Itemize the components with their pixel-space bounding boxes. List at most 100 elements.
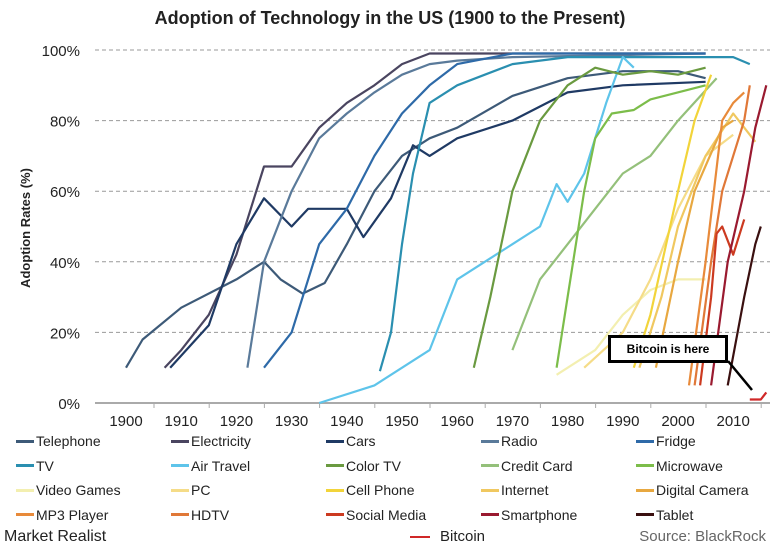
series-line-cell-phone [632, 74, 713, 369]
y-tick-label: 20% [50, 325, 80, 342]
legend-label: Cell Phone [346, 482, 415, 498]
legend-item-smartphone: Smartphone [481, 507, 577, 523]
legend-label: Telephone [36, 433, 101, 449]
legend-item-mp3-player: MP3 Player [16, 507, 108, 523]
legend-swatch [326, 439, 344, 443]
legend-label: PC [191, 482, 211, 498]
x-tick-label: 1950 [385, 413, 418, 430]
legend-item-cell-phone: Cell Phone [326, 482, 415, 498]
legend-swatch [16, 464, 34, 467]
legend-label: Credit Card [501, 457, 573, 474]
legend-swatch [326, 513, 344, 516]
legend-swatch [16, 488, 34, 492]
legend-swatch [636, 439, 654, 443]
legend-label: MP3 Player [36, 506, 109, 523]
series-line-color-tv [472, 66, 706, 368]
legend-item-digital-camera: Digital Camera [636, 482, 749, 498]
series-line-video-games [556, 278, 706, 376]
series-line-smartphone [710, 85, 768, 386]
legend-label: Radio [501, 433, 538, 449]
legend-swatch [171, 488, 189, 492]
legend-swatch [481, 488, 499, 492]
legend-swatch [636, 464, 654, 467]
series-line-digital-camera [654, 119, 734, 368]
legend-item-bitcoin: Bitcoin [410, 528, 485, 545]
legend-label: Microwave [656, 457, 723, 474]
legend-item-pc: PC [171, 482, 210, 498]
series-line-credit-card [511, 77, 718, 351]
chart-title: Adoption of Technology in the US (1900 t… [154, 8, 626, 28]
y-tick-label: 80% [50, 114, 80, 131]
x-tick-label: 2000 [661, 413, 694, 430]
series-line-radio [246, 52, 706, 368]
x-tick-label: 1910 [165, 413, 198, 430]
series-line-electricity [163, 52, 706, 369]
legend-swatch [16, 513, 34, 516]
legend-label: Social Media [346, 506, 427, 523]
legend-swatch [16, 439, 34, 443]
legend-swatch [410, 535, 430, 538]
series-line-microwave [555, 84, 706, 368]
legend-label: Video Games [36, 482, 121, 498]
callout-pointer [727, 360, 753, 391]
legend-swatch [636, 513, 654, 516]
x-tick-label: 1970 [496, 413, 529, 430]
legend-item-electricity: Electricity [171, 433, 251, 449]
y-tick-label: 100% [42, 43, 80, 60]
legend-item-air-travel: Air Travel [171, 458, 250, 474]
legend-label: Smartphone [501, 506, 578, 523]
legend-label: Color TV [346, 457, 401, 474]
series-line-telephone [125, 70, 706, 369]
legend-item-hdtv: HDTV [171, 507, 229, 523]
legend-swatch [171, 513, 189, 516]
legend-item-telephone: Telephone [16, 433, 101, 449]
x-tick-label: 1940 [330, 413, 363, 430]
series-line-mp3-player [687, 91, 745, 386]
y-axis-label: Adoption Rates (%) [18, 168, 33, 288]
legend-swatch [481, 439, 499, 443]
x-tick-label: 1980 [551, 413, 584, 430]
legend-item-fridge: Fridge [636, 433, 696, 449]
x-tick-label: 1920 [220, 413, 253, 430]
legend-swatch [326, 464, 344, 467]
legend-label: Fridge [656, 433, 696, 449]
legend-swatch [481, 513, 499, 516]
y-tick-label: 0% [58, 396, 80, 413]
series-line-cars [169, 80, 706, 369]
x-tick-label: 1990 [606, 413, 639, 430]
y-tick-label: 40% [50, 255, 80, 272]
legend-item-social-media: Social Media [326, 507, 426, 523]
legend-swatch [171, 439, 189, 443]
legend-label: Internet [501, 482, 549, 498]
legend-swatch [171, 464, 189, 467]
x-tick-label: 1960 [441, 413, 474, 430]
legend-label: HDTV [191, 506, 230, 523]
bitcoin-callout: Bitcoin is here [608, 335, 728, 363]
legend-label: Cars [346, 433, 376, 449]
x-tick-label: 1930 [275, 413, 308, 430]
legend-swatch [481, 464, 499, 467]
series-line-fridge [263, 52, 706, 369]
legend-item-cars: Cars [326, 433, 376, 449]
series-line-air-travel [318, 56, 635, 405]
x-tick-label: 2010 [717, 413, 750, 430]
legend-label: TV [36, 457, 54, 474]
legend-label: Digital Camera [656, 482, 749, 498]
series-line-social-media [699, 219, 746, 386]
legend-label: Air Travel [191, 457, 251, 474]
legend-item-internet: Internet [481, 482, 548, 498]
series-line-internet [638, 112, 757, 369]
legend-label: Electricity [191, 433, 251, 449]
legend-label: Bitcoin [440, 528, 486, 545]
legend-item-microwave: Microwave [636, 458, 723, 474]
source-label: Source: BlackRock [639, 528, 766, 545]
series-line-tablet [726, 226, 762, 386]
legend-item-tv: TV [16, 458, 54, 474]
legend-item-color-tv: Color TV [326, 458, 401, 474]
legend-swatch [326, 488, 344, 492]
series-line-bitcoin [749, 391, 768, 401]
y-tick-label: 60% [50, 184, 80, 201]
series-line-hdtv [693, 85, 751, 386]
